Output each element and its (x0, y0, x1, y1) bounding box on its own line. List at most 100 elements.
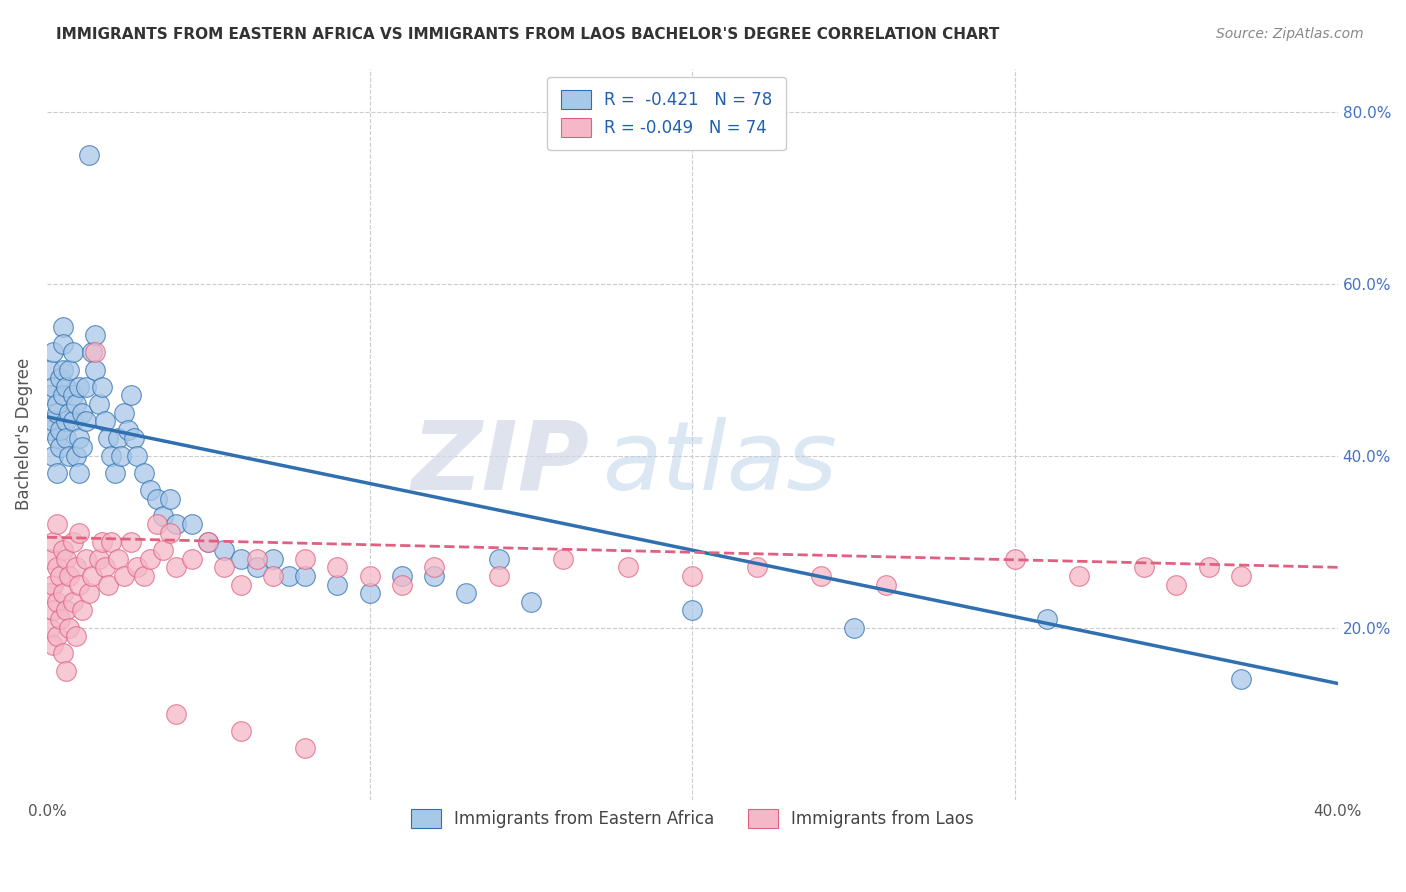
Point (67, 431, 90, 445)
Point (391, 577, 413, 591)
Point (65, 560, 87, 574)
Point (80, 345, 103, 359)
Point (75, 551, 97, 566)
Point (1198, 560, 1220, 574)
Point (359, 586, 381, 600)
Point (1230, 672, 1253, 686)
Point (681, 603, 703, 617)
Point (45, 431, 67, 445)
Point (62, 414, 84, 428)
Point (52, 543, 75, 558)
Point (87, 397, 110, 411)
Point (1166, 577, 1188, 591)
Point (520, 595, 543, 609)
Point (145, 517, 167, 532)
Point (80, 569, 103, 583)
Point (1036, 612, 1059, 626)
Point (294, 551, 316, 566)
Point (127, 449, 149, 463)
Point (52, 362, 75, 376)
Point (94, 560, 117, 574)
Point (62, 595, 84, 609)
Point (62, 388, 84, 402)
Point (181, 517, 204, 532)
Point (1069, 569, 1091, 583)
Point (423, 560, 446, 574)
Point (45, 405, 67, 419)
Point (104, 466, 127, 480)
Point (326, 577, 349, 591)
Point (52, 586, 75, 600)
Point (488, 569, 510, 583)
Point (39, 423, 62, 437)
Point (72, 603, 94, 617)
Point (120, 388, 142, 402)
Point (246, 551, 269, 566)
Point (84, 328, 107, 343)
Point (49, 569, 72, 583)
Point (62, 534, 84, 549)
Point (55, 551, 77, 566)
Point (45, 466, 67, 480)
Point (139, 551, 162, 566)
Point (229, 577, 252, 591)
Point (84, 362, 107, 376)
Point (112, 569, 135, 583)
Point (49, 612, 72, 626)
Point (107, 551, 129, 566)
Point (72, 405, 94, 419)
Point (165, 560, 187, 574)
Point (52, 388, 75, 402)
Point (58, 569, 80, 583)
Text: IMMIGRANTS FROM EASTERN AFRICA VS IMMIGRANTS FROM LAOS BACHELOR'S DEGREE CORRELA: IMMIGRANTS FROM EASTERN AFRICA VS IMMIGR… (56, 27, 1000, 42)
Text: ZIP: ZIP (411, 417, 589, 509)
Point (39, 551, 62, 566)
Point (122, 431, 145, 445)
Point (65, 629, 87, 643)
Point (94, 414, 117, 428)
Point (159, 491, 181, 506)
Point (55, 664, 77, 678)
Point (456, 586, 478, 600)
Point (90, 534, 112, 549)
Point (42, 638, 65, 652)
Point (197, 534, 219, 549)
Point (277, 569, 299, 583)
Point (1004, 551, 1026, 566)
Point (107, 431, 129, 445)
Point (359, 569, 381, 583)
Point (112, 405, 135, 419)
Point (229, 551, 252, 566)
Point (67, 466, 90, 480)
Point (132, 466, 155, 480)
Point (45, 560, 67, 574)
Point (159, 525, 181, 540)
Point (55, 603, 77, 617)
Point (65, 449, 87, 463)
Text: atlas: atlas (602, 417, 837, 509)
Point (42, 345, 65, 359)
Point (39, 362, 62, 376)
Point (488, 551, 510, 566)
Legend: Immigrants from Eastern Africa, Immigrants from Laos: Immigrants from Eastern Africa, Immigran… (404, 803, 980, 835)
Point (45, 397, 67, 411)
Y-axis label: Bachelor's Degree: Bachelor's Degree (15, 358, 32, 510)
Point (1133, 560, 1156, 574)
Point (262, 569, 284, 583)
Point (423, 569, 446, 583)
Point (58, 621, 80, 635)
Text: Source: ZipAtlas.com: Source: ZipAtlas.com (1216, 27, 1364, 41)
Point (842, 621, 865, 635)
Point (117, 423, 139, 437)
Point (1230, 569, 1253, 583)
Point (39, 388, 62, 402)
Point (745, 560, 768, 574)
Point (42, 534, 65, 549)
Point (681, 569, 703, 583)
Point (246, 560, 269, 574)
Point (52, 646, 75, 660)
Point (42, 577, 65, 591)
Point (65, 397, 87, 411)
Point (229, 723, 252, 738)
Point (52, 336, 75, 351)
